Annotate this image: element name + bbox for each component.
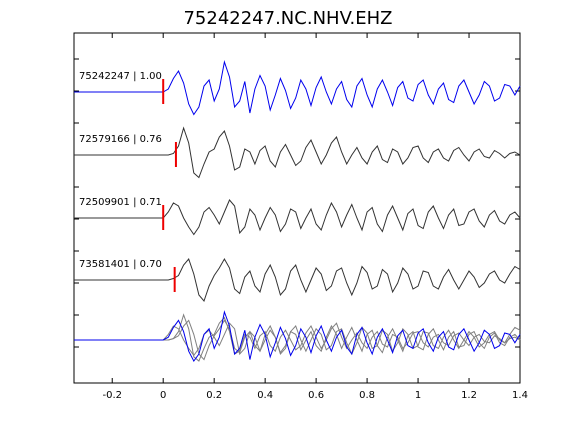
seismogram-traces: 75242247 | 1.00 72579166 | 0.76 72509901 |… [74, 60, 521, 302]
trace-line [74, 257, 521, 302]
x-tick-label: 0.8 [359, 390, 375, 401]
x-tick-label: 0.2 [206, 390, 222, 401]
x-tick-label: 0 [160, 390, 166, 401]
plot-frame [73, 32, 521, 384]
stacked-trace-line [74, 310, 521, 362]
x-tick-label: -0.2 [102, 390, 122, 401]
x-tick-label: 1.4 [512, 390, 528, 401]
x-axis-ticks: -0.2 0 0.2 0.4 0.6 0.8 1 1.2 1.4 [74, 33, 528, 401]
x-tick-label: 0.4 [257, 390, 273, 401]
trace-line [74, 126, 521, 179]
stacked-trace-line [74, 322, 521, 357]
trace-label: 72579166 | 0.76 [79, 134, 162, 145]
trace-label: 72509901 | 0.71 [79, 197, 162, 208]
trace-label: 73581401 | 0.70 [79, 259, 162, 270]
trace-line [74, 199, 521, 236]
x-tick-label: 0.6 [308, 390, 324, 401]
trace-label: 75242247 | 1.00 [79, 71, 162, 82]
stacked-traces [74, 310, 521, 362]
x-tick-label: 1.2 [461, 390, 477, 401]
x-tick-label: 1 [415, 390, 421, 401]
trace-line [74, 60, 521, 116]
chart-title: 75242247.NC.NHV.EHZ [183, 8, 392, 29]
